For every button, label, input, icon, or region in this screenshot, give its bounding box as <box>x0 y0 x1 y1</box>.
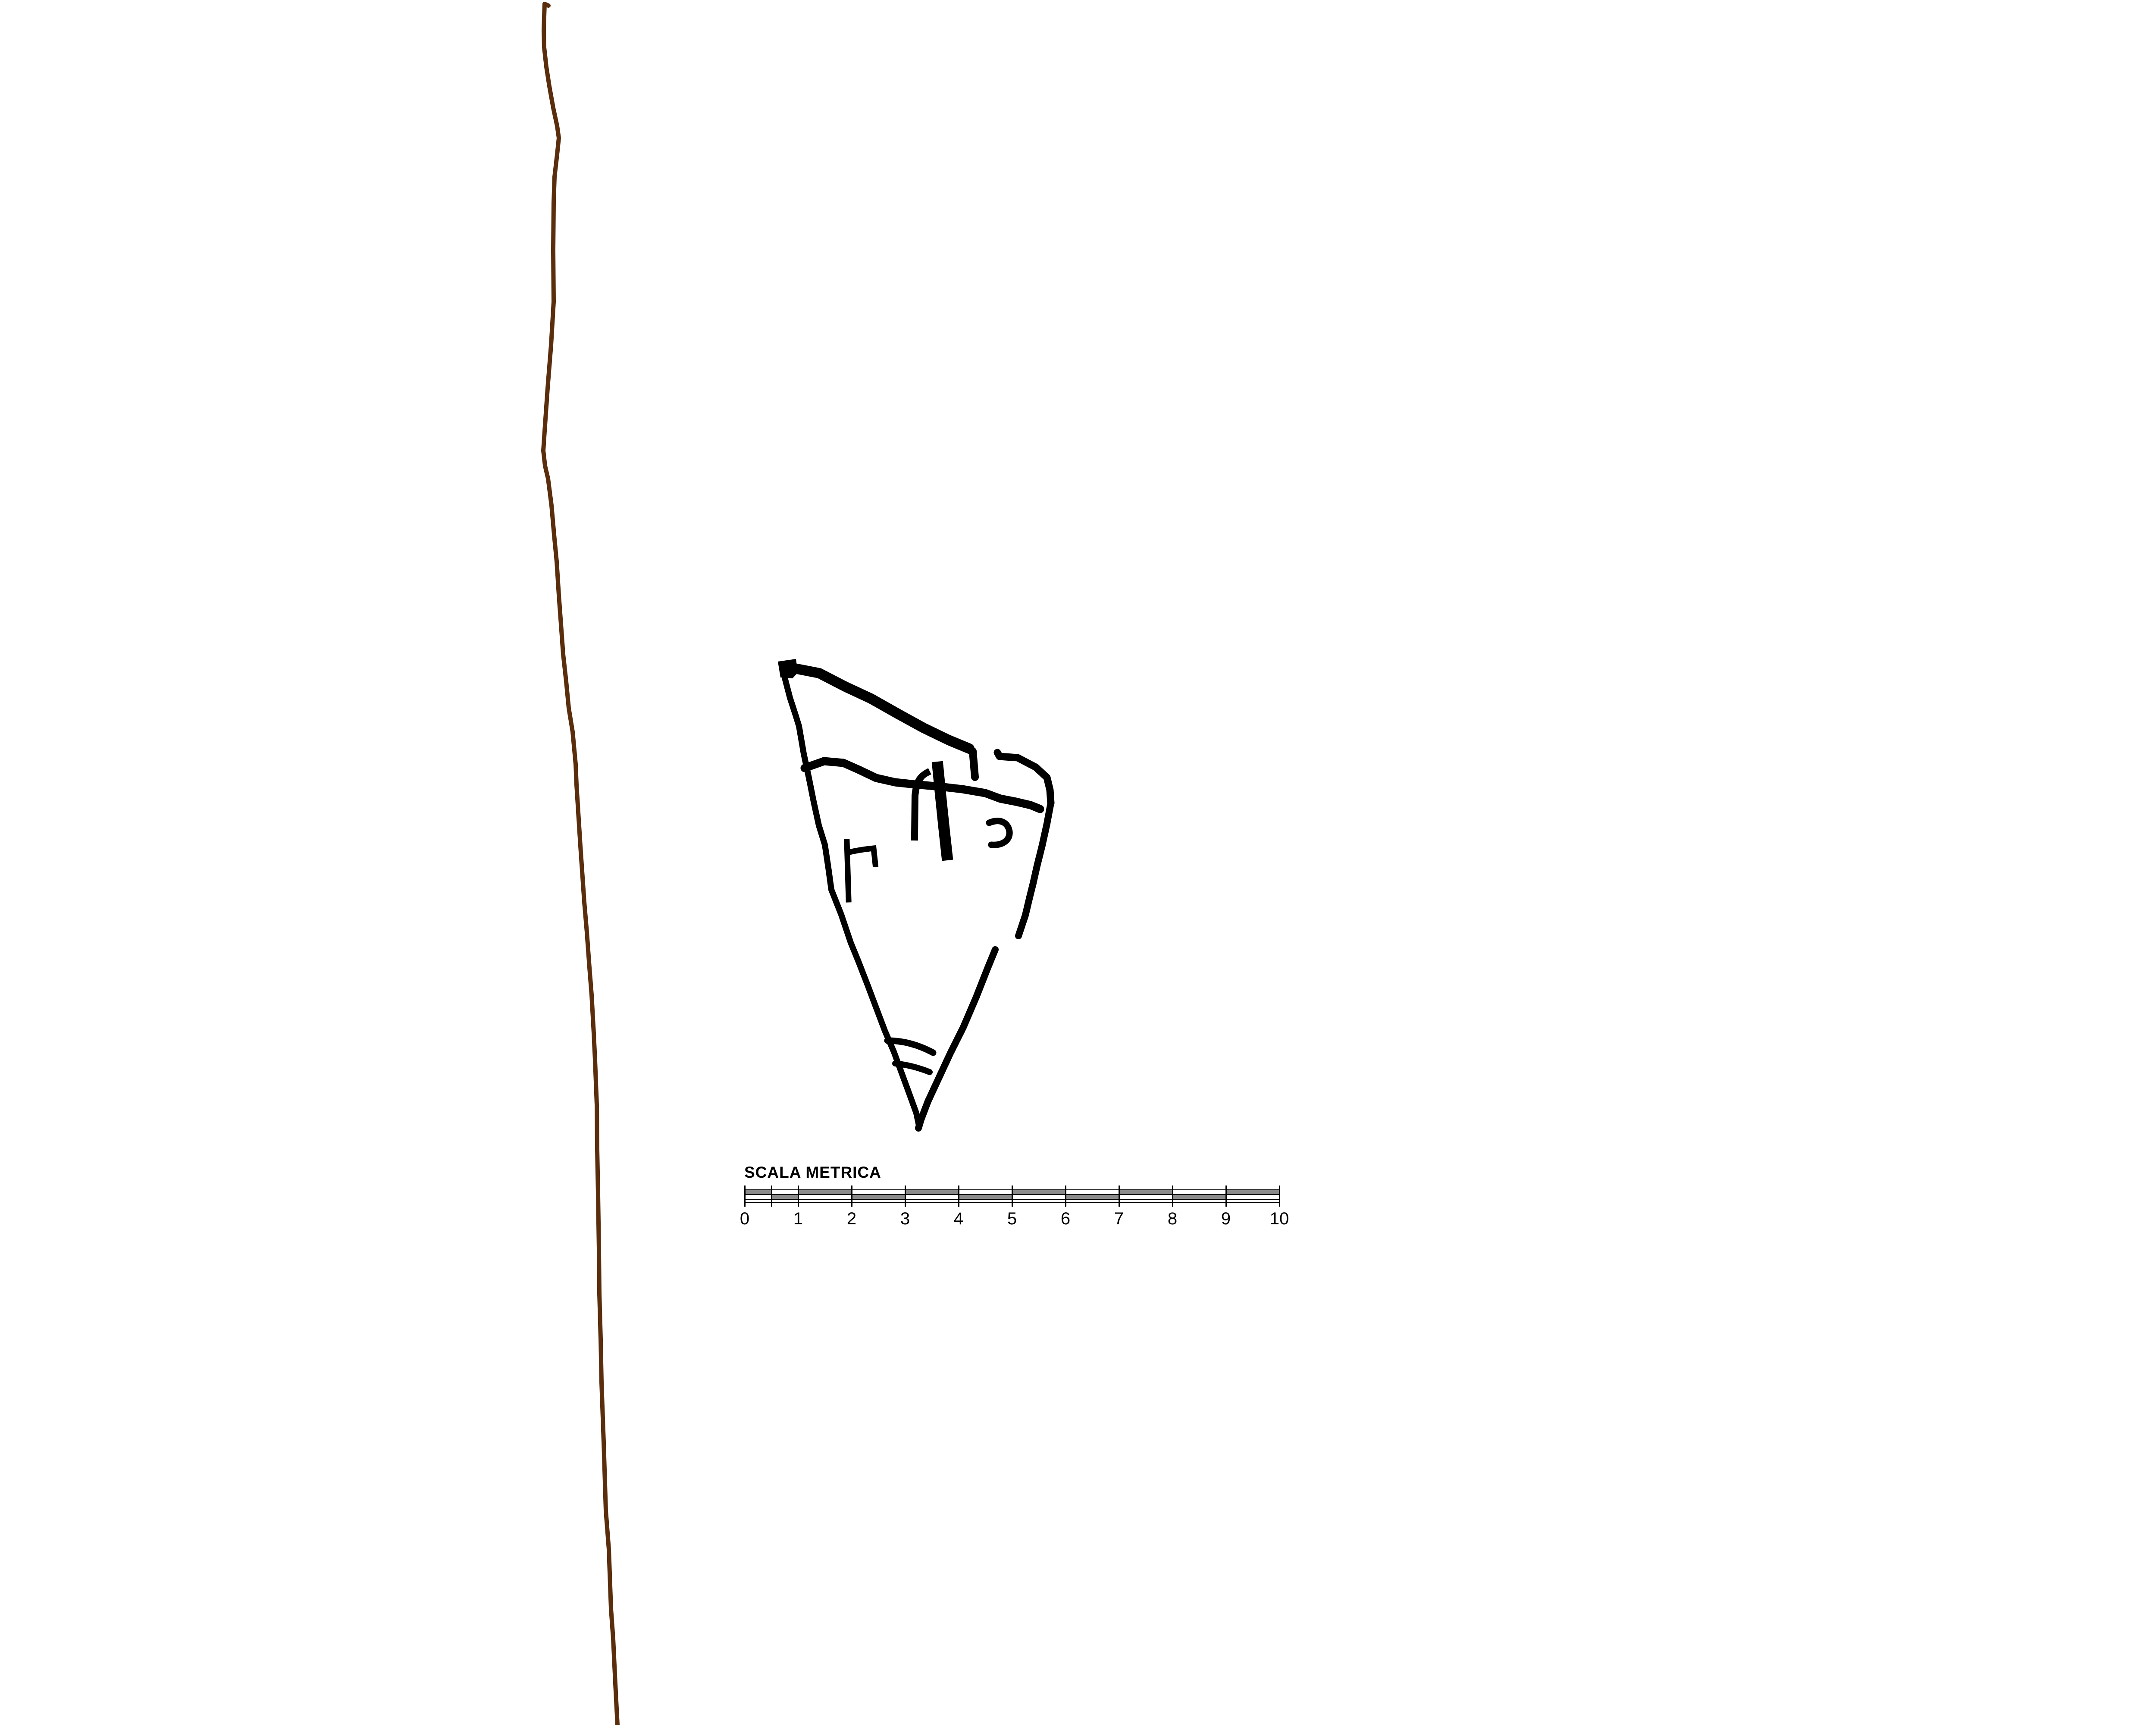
scale-tick <box>1172 1186 1173 1207</box>
incised-mark-left-stroke <box>911 768 931 841</box>
scale-segment <box>959 1195 1012 1199</box>
scale-number: 10 <box>1269 1209 1289 1228</box>
scale-segment <box>1226 1190 1279 1195</box>
scale-tick <box>1065 1186 1066 1207</box>
scale-tick <box>958 1186 959 1207</box>
incised-mark-mu <box>844 839 879 903</box>
fragment-top-edge-hook <box>969 747 979 781</box>
scale-tick <box>798 1186 799 1207</box>
scale-segment <box>1012 1190 1065 1195</box>
fragment-sketch <box>778 659 1055 1132</box>
scale-segment <box>1119 1190 1172 1195</box>
fragment-left-edge <box>782 675 922 1130</box>
scale-segment <box>771 1195 798 1199</box>
fragment-top-edge <box>787 663 975 754</box>
scale-tick <box>1225 1186 1227 1207</box>
scale-number: 3 <box>900 1209 910 1228</box>
fragment-right-edge-lower <box>915 946 999 1132</box>
scale-segment <box>798 1190 852 1195</box>
scale-number: 4 <box>953 1209 964 1228</box>
scale-segment <box>852 1195 905 1199</box>
scale-number: 0 <box>740 1209 750 1228</box>
scale-number: 7 <box>1114 1209 1124 1228</box>
scale-bar-title: SCALA METRICA <box>744 1164 881 1181</box>
scale-number: 1 <box>793 1209 803 1228</box>
apex-arc-upper <box>884 1037 937 1056</box>
page-edge-left-line <box>541 2 620 1725</box>
scale-tick-half <box>771 1186 772 1207</box>
scale-tick <box>1012 1186 1013 1207</box>
scale-tick <box>744 1186 746 1207</box>
apex-arc-lower <box>892 1060 933 1075</box>
fragment-right-edge-upper <box>1015 800 1054 939</box>
scale-number: 6 <box>1060 1209 1071 1228</box>
scale-segment <box>745 1190 771 1195</box>
scale-number: 9 <box>1221 1209 1231 1228</box>
scale-tick <box>1119 1186 1120 1207</box>
scale-number: 8 <box>1167 1209 1178 1228</box>
scale-number: 5 <box>1007 1209 1017 1228</box>
incised-mark-right-stroke <box>931 761 953 861</box>
scale-segment <box>905 1190 959 1195</box>
scale-segment <box>1065 1195 1119 1199</box>
scale-tick <box>851 1186 852 1207</box>
fragment-interior-line <box>800 757 1044 813</box>
fragment-topright-edge <box>993 749 1055 807</box>
scale-tick <box>905 1186 906 1207</box>
scale-tick <box>1279 1186 1280 1207</box>
scale-number: 2 <box>846 1209 857 1228</box>
incised-mark-comma <box>986 818 1013 848</box>
scale-segment <box>1172 1195 1226 1199</box>
